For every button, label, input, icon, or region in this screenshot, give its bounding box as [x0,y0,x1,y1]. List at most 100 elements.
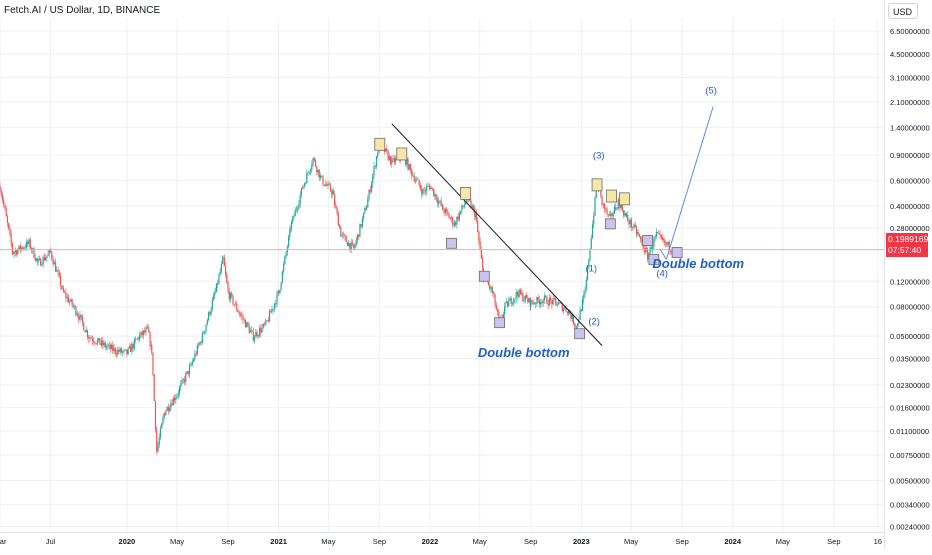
candle-body [628,220,630,225]
candle-body [297,207,299,210]
candle-body [28,239,30,244]
candle-body [152,352,154,375]
bar-countdown: 07:57:40 [888,245,922,255]
candle-body [581,299,584,311]
candle-body [513,298,515,304]
candle-body [417,179,419,181]
wave5-projection-line [665,106,714,260]
candle-body [450,217,453,219]
candle-body [562,308,565,312]
candle-body [523,299,525,301]
candle-body [440,200,442,206]
candle-body [657,232,659,234]
candle-body [89,337,91,339]
y-tick-label: 0.01600000 [890,404,930,413]
candle-body [556,304,558,306]
candle-body [51,251,53,259]
candle-body [590,238,592,249]
symbol-title: Fetch.AI / US Dollar, 1D, BINANCE [4,5,161,16]
candle-body [607,214,609,215]
candle-body [171,403,173,406]
candle-body [35,258,38,261]
candle-body [350,242,352,250]
pivot-high-marker [460,186,472,200]
pivot-low-marker [574,328,586,340]
candle-body [289,228,291,237]
candle-body [131,344,133,352]
candle-body [411,169,413,176]
x-tick-label: Mar [0,537,7,546]
y-tick-label: 2.10000000 [890,98,930,107]
pivot-high-marker [396,147,408,161]
candle-body [439,200,441,202]
candle-body [436,199,439,204]
candle-body [86,330,89,337]
candle-body [104,342,106,348]
candle-body [389,156,392,165]
candle-body [280,282,282,290]
candle-body [206,320,208,325]
candlestick-series [0,137,678,455]
double-bottom-label: Double bottom [478,345,570,360]
candle-body [533,303,536,304]
candle-body [326,184,328,186]
candle-body [660,235,662,238]
candle-body [279,289,281,294]
candle-body [479,241,481,250]
candle-body [351,242,354,245]
candle-body [71,299,73,306]
candle-body [329,184,332,192]
candle-body [200,341,202,343]
currency-selector[interactable]: USD [888,3,918,19]
candle-body [199,341,201,345]
x-tick-label: 16 [874,537,882,546]
candle-body [331,190,333,195]
candle-body [517,294,519,297]
candle-body [0,190,2,195]
candle-body [33,248,35,259]
candle-body [130,346,132,352]
candle-body [487,282,490,285]
candle-body [117,349,119,355]
candle-body [168,408,171,411]
candle-body [633,224,635,228]
candle-body [290,221,293,229]
x-tick-label: 2021 [270,537,287,546]
candle-body [421,188,423,195]
candle-body [661,237,664,241]
candle-body [196,345,198,355]
candle-body [603,203,606,209]
candle-body [560,302,562,304]
candle-body [181,379,183,384]
candle-body [536,297,538,305]
pivot-high-marker [606,189,617,203]
candle-body [522,293,524,301]
candle-body [186,371,188,374]
candle-body [429,186,431,189]
candle-body [447,211,449,214]
candle-body [576,323,579,327]
candle-body [367,199,369,208]
y-tick-label: 0.03500000 [890,355,930,364]
candle-body [255,332,257,338]
candle-body [430,187,432,189]
elliott-wave-label: (2) [588,317,600,328]
x-tick-label: Sep [221,537,234,546]
y-tick-label: 0.00750000 [890,451,930,460]
candle-body [433,188,435,197]
candle-body [641,239,643,243]
candle-body [67,296,70,303]
candle-body [340,235,342,237]
candle-body [505,301,507,303]
candle-body [493,291,495,295]
candle-body [455,222,457,225]
candle-body [593,215,595,225]
y-tick-label: 0.02300000 [890,381,930,390]
x-tick-label: 2020 [119,537,136,546]
candle-body [588,260,590,267]
candle-body [153,374,155,401]
candle-body [273,303,276,309]
candle-body [349,242,351,250]
